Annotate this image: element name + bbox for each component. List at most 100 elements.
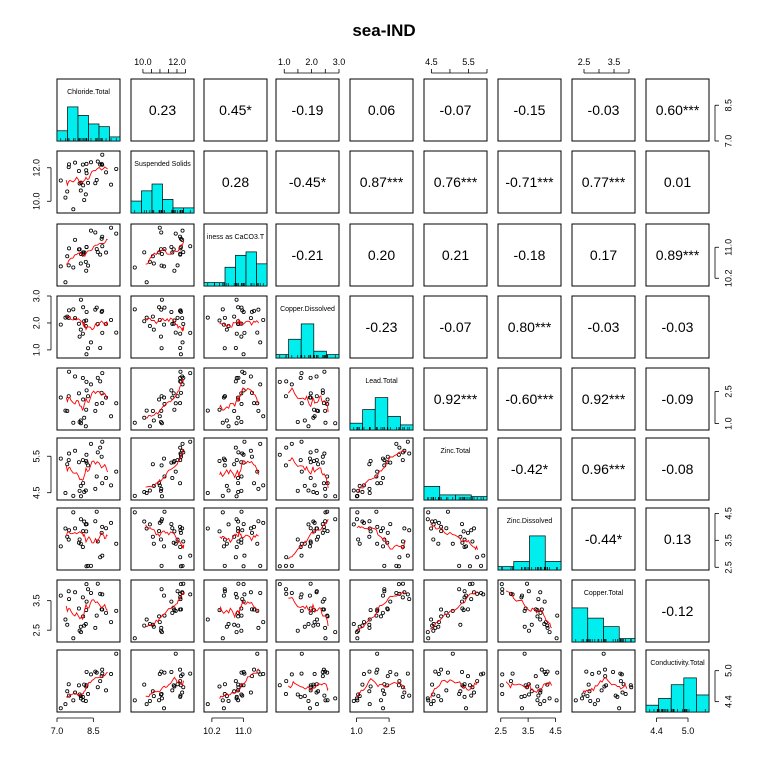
panel-frame bbox=[349, 295, 414, 359]
scatter-point bbox=[84, 244, 89, 249]
scatter-point bbox=[407, 528, 412, 533]
panel-frame bbox=[203, 507, 268, 571]
scatter-point bbox=[388, 669, 393, 674]
scatter-point bbox=[157, 529, 162, 534]
scatter-point bbox=[316, 462, 321, 467]
scatter-point bbox=[233, 591, 238, 596]
scatter-point bbox=[232, 408, 237, 413]
scatter-point bbox=[241, 582, 246, 587]
scatter-point bbox=[239, 474, 244, 479]
scatter-point bbox=[436, 694, 441, 699]
scatter-point bbox=[205, 702, 210, 707]
bottom-tick-label: 4.5 bbox=[549, 726, 562, 736]
scatter-point bbox=[580, 696, 585, 701]
scatter-point bbox=[367, 486, 372, 491]
histogram-bar bbox=[77, 115, 89, 142]
scatter-point bbox=[88, 382, 93, 387]
scatter-point bbox=[93, 408, 98, 413]
scatter-point bbox=[445, 509, 450, 514]
scatter-point bbox=[86, 180, 91, 185]
panel-frame bbox=[56, 223, 121, 287]
scatter-point bbox=[132, 636, 137, 641]
histogram-bar bbox=[235, 254, 247, 287]
scatter-point bbox=[261, 520, 266, 525]
scatter-point bbox=[147, 324, 152, 329]
scatter-point bbox=[426, 510, 431, 515]
scatter-point bbox=[63, 195, 68, 200]
right-tick-label: 10.2 bbox=[723, 269, 733, 287]
scatter-point bbox=[375, 524, 380, 529]
scatter-point bbox=[461, 608, 466, 613]
scatter-point bbox=[84, 452, 89, 457]
scatter-point bbox=[82, 415, 87, 420]
scatter-point bbox=[462, 682, 467, 687]
scatter-point bbox=[382, 589, 387, 594]
scatter-point bbox=[151, 327, 156, 332]
scatter-point bbox=[144, 280, 149, 285]
panel-frame bbox=[497, 579, 562, 643]
scatter-point bbox=[367, 491, 372, 496]
scatter-point bbox=[255, 541, 260, 546]
scatter-point bbox=[95, 685, 100, 690]
scatter-point bbox=[333, 517, 338, 522]
scatter-point bbox=[500, 672, 505, 677]
correlation-label: 0.21 bbox=[442, 247, 469, 263]
scatter-point bbox=[178, 528, 183, 533]
scatter-point bbox=[405, 671, 410, 676]
scatter-point bbox=[460, 669, 465, 674]
scatter-point bbox=[299, 608, 304, 613]
scatter-point bbox=[519, 595, 524, 600]
scatter-point bbox=[84, 379, 89, 384]
scatter-point bbox=[220, 510, 225, 515]
scatter-point bbox=[178, 694, 183, 699]
scatter-point bbox=[77, 334, 82, 339]
scatter-point bbox=[425, 696, 430, 701]
scatter-point bbox=[132, 510, 137, 515]
scatter-point bbox=[388, 599, 393, 604]
scatter-point bbox=[93, 181, 98, 186]
bottom-tick-label: 8.5 bbox=[87, 726, 100, 736]
scatter-point bbox=[236, 581, 241, 586]
scatter-point bbox=[621, 682, 626, 687]
scatter-point bbox=[241, 522, 246, 527]
scatter-point bbox=[162, 544, 167, 549]
scatter-point bbox=[172, 407, 177, 412]
scatter-point bbox=[226, 488, 231, 493]
scatter-point bbox=[382, 587, 387, 592]
histogram-bar bbox=[374, 397, 389, 431]
scatter-point bbox=[88, 340, 93, 345]
right-tick-label: 11.0 bbox=[723, 239, 733, 256]
scatter-point bbox=[236, 305, 241, 310]
scatter-point bbox=[132, 307, 137, 312]
scatter-point bbox=[312, 620, 317, 625]
scatter-point bbox=[222, 463, 227, 468]
scatter-point bbox=[316, 689, 321, 694]
scatter-point bbox=[602, 667, 607, 672]
scatter-point bbox=[205, 617, 210, 622]
scatter-point bbox=[258, 382, 263, 387]
scatter-point bbox=[220, 698, 225, 703]
scatter-point bbox=[234, 458, 239, 463]
panel-frame bbox=[423, 295, 488, 359]
scatter-point bbox=[367, 689, 372, 694]
scatter-point bbox=[226, 622, 231, 627]
correlation-label: 0.01 bbox=[664, 174, 691, 190]
scatter-point bbox=[431, 628, 436, 633]
smooth-line bbox=[287, 518, 329, 560]
panel-frame bbox=[423, 507, 488, 571]
panel-frame bbox=[497, 367, 562, 431]
smooth-line bbox=[219, 529, 259, 544]
scatter-point bbox=[142, 250, 147, 255]
scatter-point bbox=[71, 265, 76, 270]
scatter-point bbox=[150, 462, 155, 467]
scatter-point bbox=[526, 682, 531, 687]
smooth-line bbox=[145, 317, 185, 333]
scatter-point bbox=[261, 672, 266, 677]
scatter-point bbox=[78, 517, 83, 522]
scatter-point bbox=[178, 369, 183, 374]
scatter-point bbox=[58, 593, 63, 598]
histogram-bar bbox=[400, 424, 414, 431]
scatter-point bbox=[535, 614, 540, 619]
scatter-point bbox=[522, 624, 527, 629]
